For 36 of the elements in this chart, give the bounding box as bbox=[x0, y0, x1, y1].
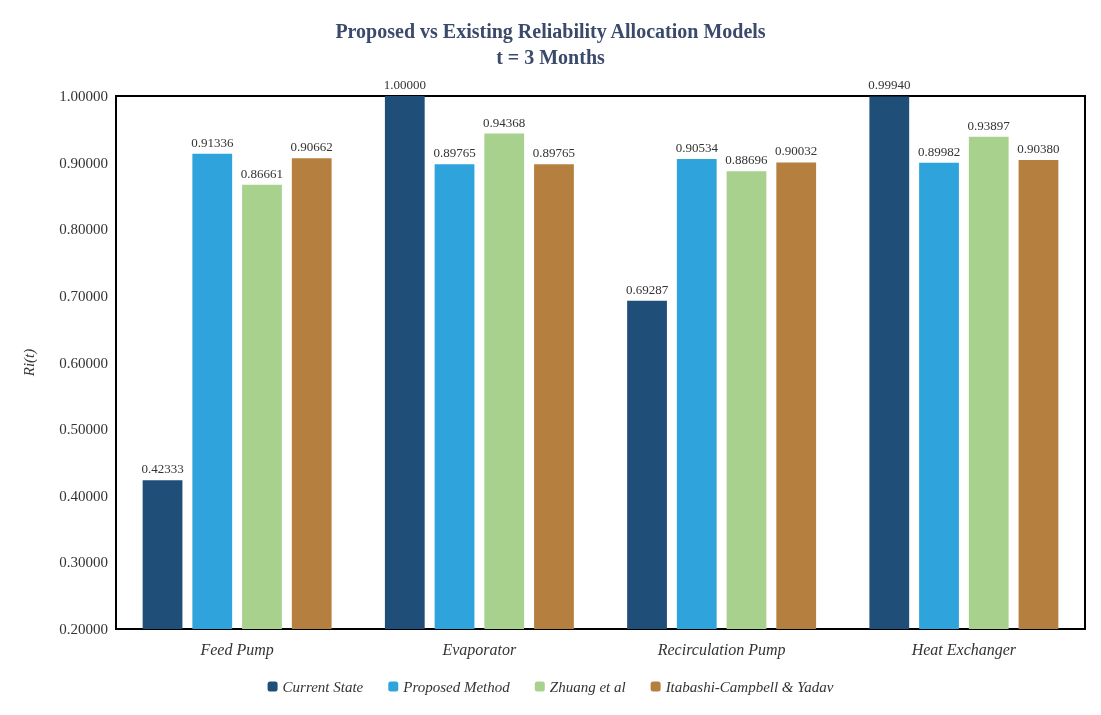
data-label: 0.90380 bbox=[1017, 141, 1060, 157]
data-label: 0.89765 bbox=[433, 145, 476, 161]
y-tick-label: 0.30000 bbox=[59, 554, 108, 571]
legend-label: Itabashi-Campbell & Yadav bbox=[664, 678, 834, 695]
data-label: 0.94368 bbox=[483, 114, 526, 130]
y-tick-label: 0.50000 bbox=[59, 421, 108, 438]
data-label: 0.86661 bbox=[240, 165, 284, 181]
data-label: 0.89982 bbox=[917, 143, 961, 159]
data-label: 0.90534 bbox=[675, 140, 719, 156]
x-tick-label: Feed Pump bbox=[199, 640, 274, 659]
data-label: 0.90032 bbox=[775, 143, 818, 159]
legend-label: Proposed Method bbox=[402, 678, 511, 695]
data-label: 0.69287 bbox=[625, 281, 669, 297]
data-label: 0.89765 bbox=[532, 145, 576, 161]
data-label: 0.88696 bbox=[725, 152, 769, 168]
y-axis-title: Ri(t) bbox=[20, 348, 38, 378]
data-label: 0.99940 bbox=[868, 77, 911, 93]
y-tick-label: 0.70000 bbox=[59, 287, 108, 304]
y-tick-label: 0.80000 bbox=[59, 221, 108, 238]
x-tick-label: Recirculation Pump bbox=[656, 640, 786, 659]
chart-subtitle: t = 3 Months bbox=[496, 46, 606, 68]
data-label: 1.00000 bbox=[383, 77, 426, 92]
y-tick-label: 0.40000 bbox=[59, 487, 108, 504]
data-label: 0.90662 bbox=[290, 139, 333, 155]
y-tick-label: 0.90000 bbox=[59, 154, 108, 171]
chart-title: Proposed vs Existing Reliability Allocation Models bbox=[335, 20, 766, 43]
data-label: 0.93897 bbox=[967, 117, 1011, 133]
legend-label: Zhuang et al bbox=[549, 678, 626, 695]
y-tick-label: 0.20000 bbox=[59, 621, 108, 637]
data-label: 0.91336 bbox=[191, 134, 234, 150]
y-tick-label: 1.00000 bbox=[59, 88, 108, 104]
y-tick-label: 0.60000 bbox=[59, 354, 108, 371]
x-tick-label: Evaporator bbox=[441, 640, 518, 659]
legend-label: Current State bbox=[282, 678, 364, 695]
x-tick-label: Heat Exchanger bbox=[910, 640, 1017, 659]
data-label: 0.42333 bbox=[141, 461, 184, 477]
